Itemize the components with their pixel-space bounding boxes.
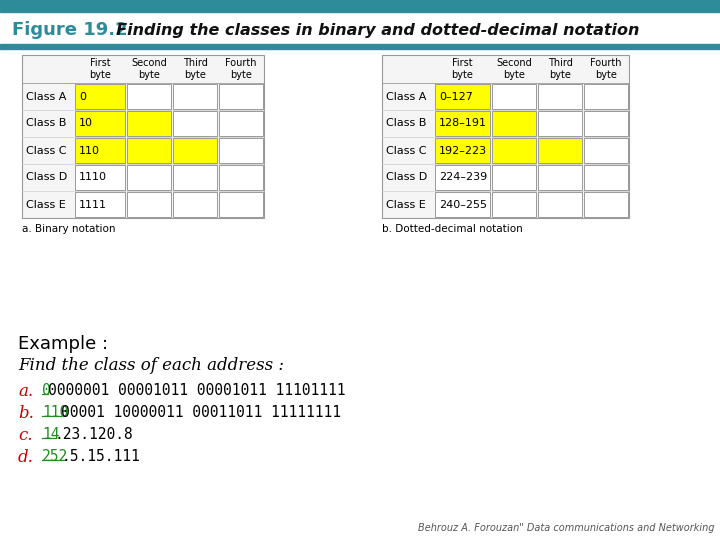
Text: 10: 10 bbox=[79, 118, 93, 129]
Bar bbox=[538, 138, 582, 163]
Text: First
byte: First byte bbox=[451, 58, 474, 80]
Bar bbox=[492, 192, 536, 217]
Text: a.: a. bbox=[18, 383, 33, 400]
Bar bbox=[492, 138, 536, 163]
Text: 00001 10000011 00011011 11111111: 00001 10000011 00011011 11111111 bbox=[61, 405, 341, 420]
Text: Third
byte: Third byte bbox=[548, 58, 572, 80]
Text: 192–223: 192–223 bbox=[439, 145, 487, 156]
Bar bbox=[435, 192, 490, 217]
Bar bbox=[435, 84, 490, 109]
Text: Second
byte: Second byte bbox=[496, 58, 532, 80]
Bar bbox=[22, 55, 264, 218]
Text: b.: b. bbox=[18, 405, 34, 422]
Text: Example :: Example : bbox=[18, 335, 108, 353]
Bar bbox=[127, 138, 171, 163]
Text: Class A: Class A bbox=[26, 91, 66, 102]
Text: First
byte: First byte bbox=[89, 58, 111, 80]
Text: 110: 110 bbox=[42, 405, 68, 420]
Text: Class B: Class B bbox=[386, 118, 426, 129]
Text: 0–127: 0–127 bbox=[439, 91, 473, 102]
Text: d.: d. bbox=[18, 449, 34, 466]
Text: Fourth
byte: Fourth byte bbox=[225, 58, 257, 80]
Text: 252: 252 bbox=[42, 449, 68, 464]
Text: 0000001 00001011 00001011 11101111: 0000001 00001011 00001011 11101111 bbox=[48, 383, 346, 398]
Text: 1111: 1111 bbox=[79, 199, 107, 210]
Bar bbox=[173, 138, 217, 163]
Bar bbox=[584, 111, 628, 136]
Bar bbox=[492, 111, 536, 136]
Text: b. Dotted-decimal notation: b. Dotted-decimal notation bbox=[382, 224, 523, 234]
Text: 14: 14 bbox=[42, 427, 60, 442]
Bar bbox=[435, 111, 490, 136]
Bar bbox=[127, 192, 171, 217]
Bar bbox=[173, 111, 217, 136]
Bar bbox=[538, 84, 582, 109]
Text: 240–255: 240–255 bbox=[439, 199, 487, 210]
Text: Class E: Class E bbox=[26, 199, 66, 210]
Text: 224–239: 224–239 bbox=[439, 172, 487, 183]
Bar bbox=[435, 165, 490, 190]
Text: Class A: Class A bbox=[386, 91, 426, 102]
Bar bbox=[538, 111, 582, 136]
Bar bbox=[75, 84, 125, 109]
Text: 128–191: 128–191 bbox=[439, 118, 487, 129]
Text: Finding the classes in binary and dotted-decimal notation: Finding the classes in binary and dotted… bbox=[105, 23, 639, 37]
Text: .5.15.111: .5.15.111 bbox=[61, 449, 140, 464]
Bar bbox=[584, 84, 628, 109]
Text: 0: 0 bbox=[42, 383, 50, 398]
Bar bbox=[75, 138, 125, 163]
Text: c.: c. bbox=[18, 427, 32, 444]
Text: Class E: Class E bbox=[386, 199, 426, 210]
Bar bbox=[173, 165, 217, 190]
Bar bbox=[584, 165, 628, 190]
Bar bbox=[435, 138, 490, 163]
Bar bbox=[492, 84, 536, 109]
Bar bbox=[127, 84, 171, 109]
Bar bbox=[0, 44, 720, 49]
Text: a. Binary notation: a. Binary notation bbox=[22, 224, 115, 234]
Bar bbox=[219, 138, 263, 163]
Text: Third
byte: Third byte bbox=[183, 58, 207, 80]
Bar bbox=[75, 111, 125, 136]
Text: Class D: Class D bbox=[386, 172, 427, 183]
Text: .23.120.8: .23.120.8 bbox=[55, 427, 133, 442]
Bar bbox=[584, 138, 628, 163]
Text: Behrouz A. Forouzan" Data communications and Networking: Behrouz A. Forouzan" Data communications… bbox=[418, 523, 715, 533]
Bar bbox=[75, 192, 125, 217]
Text: 110: 110 bbox=[79, 145, 100, 156]
Text: 0: 0 bbox=[79, 91, 86, 102]
Text: Class C: Class C bbox=[26, 145, 66, 156]
Bar bbox=[219, 192, 263, 217]
Bar bbox=[173, 84, 217, 109]
Bar bbox=[538, 165, 582, 190]
Bar bbox=[382, 55, 629, 218]
Text: Second
byte: Second byte bbox=[131, 58, 167, 80]
Bar bbox=[127, 165, 171, 190]
Bar bbox=[219, 111, 263, 136]
Bar bbox=[219, 165, 263, 190]
Bar bbox=[584, 192, 628, 217]
Text: Class D: Class D bbox=[26, 172, 67, 183]
Text: Find the class of each address :: Find the class of each address : bbox=[18, 357, 284, 374]
Bar bbox=[538, 192, 582, 217]
Bar bbox=[75, 165, 125, 190]
Bar bbox=[219, 84, 263, 109]
Text: Figure 19.2: Figure 19.2 bbox=[12, 21, 127, 39]
Text: Fourth
byte: Fourth byte bbox=[590, 58, 622, 80]
Text: Class B: Class B bbox=[26, 118, 66, 129]
Bar bbox=[492, 165, 536, 190]
Bar bbox=[173, 192, 217, 217]
Text: Class C: Class C bbox=[386, 145, 426, 156]
Bar bbox=[127, 111, 171, 136]
Text: 1110: 1110 bbox=[79, 172, 107, 183]
Bar bbox=[0, 0, 720, 12]
